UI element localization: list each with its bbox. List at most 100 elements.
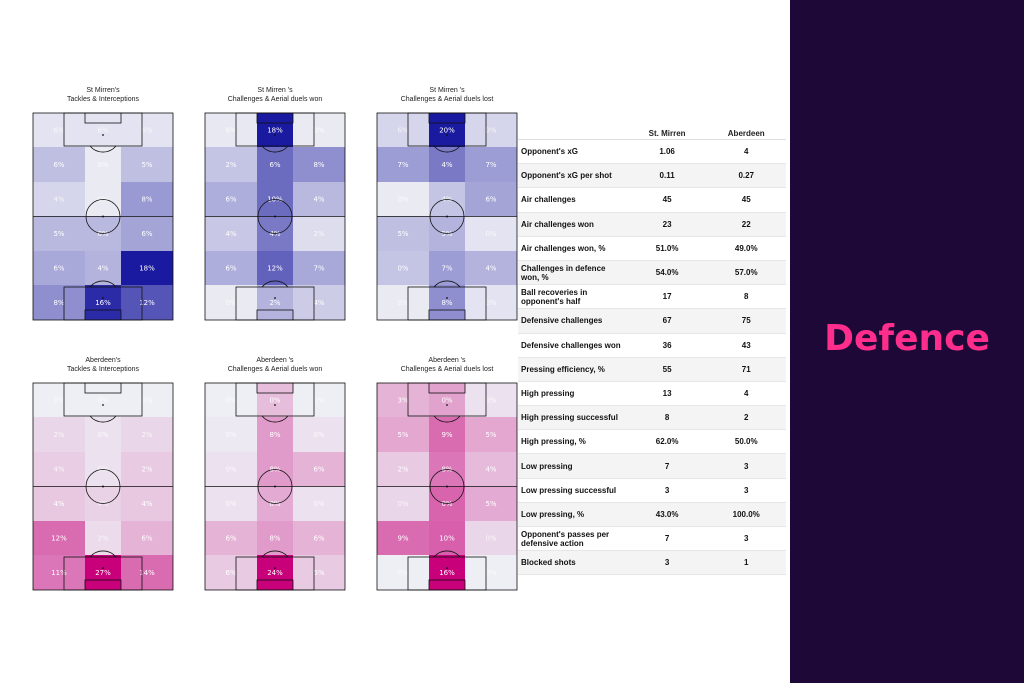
heatmap-cell <box>257 383 293 417</box>
heatmap-cell <box>257 113 293 147</box>
heatmap-cell <box>121 555 173 590</box>
six-yard-box-bottom <box>256 309 294 321</box>
section-title: Defence <box>824 318 990 359</box>
heatmap-cell <box>33 285 85 320</box>
centre-circle <box>85 199 121 234</box>
cell-value-label: 0% <box>485 397 496 405</box>
pitch-lines <box>32 112 174 321</box>
heatmap-cell <box>293 251 345 285</box>
aberdeen-value: 71 <box>706 357 786 382</box>
cell-value-label: 0% <box>441 500 452 508</box>
heatmap-cell <box>429 417 465 452</box>
cell-value-label: 0% <box>313 397 324 405</box>
cell-value-label: 27% <box>95 569 111 577</box>
table-row: High pressing 13 4 <box>518 381 786 407</box>
heatmap-cell <box>121 486 173 521</box>
heatmap-cell <box>465 555 517 590</box>
cell-value-label: 5% <box>313 569 324 577</box>
cell-value-label: 6% <box>225 535 236 543</box>
cell-value-label: 16% <box>439 569 455 577</box>
cell-value-label: 5% <box>397 230 408 238</box>
cell-value-label: 0% <box>313 431 324 439</box>
content-area: St Mirren's Tackles & Interceptions 6% 6% 6%… <box>32 86 786 591</box>
cell-value-label: 6% <box>313 466 324 474</box>
centre-spot <box>446 485 448 488</box>
heatmap-cell <box>257 147 293 182</box>
table-row: Opponent's passes per defensive action 7 3 <box>518 526 786 552</box>
heatmap-cell <box>257 182 293 216</box>
heatmap-cell <box>293 182 345 216</box>
penalty-arc-bottom <box>89 280 117 288</box>
metric-label: High pressing <box>518 381 628 407</box>
cell-value-label: 5% <box>397 431 408 439</box>
heatmap-cell <box>465 521 517 555</box>
penalty-spot-bottom <box>102 567 104 569</box>
heatmap-cell <box>293 452 345 486</box>
six-yard-box-bottom <box>84 309 122 321</box>
heatmap-cell <box>377 251 429 285</box>
heatmap-cell <box>33 555 85 590</box>
table-row: High pressing successful 8 2 <box>518 405 786 431</box>
heatmap-cell <box>429 555 465 590</box>
cell-value-label: 2% <box>97 535 108 543</box>
penalty-arc-top <box>89 145 117 153</box>
heatmap-cell <box>33 383 85 417</box>
aberdeen-value: 49.0% <box>706 236 786 261</box>
cell-value-label: 4% <box>53 500 64 508</box>
heatmap-cell <box>465 417 517 452</box>
aberdeen-value: 3 <box>706 478 786 503</box>
aberdeen-value: 0.27 <box>706 163 786 189</box>
pitch-title-line: Aberdeen 's <box>256 357 294 364</box>
heatmap-cell <box>205 521 257 555</box>
cell-value-label: 20% <box>439 127 455 135</box>
cell-value-label: 2% <box>313 230 324 238</box>
cell-value-label: 0% <box>397 500 408 508</box>
metric-label: Defensive challenges won <box>518 333 628 358</box>
pitch-title: St Mirren 's Challenges & Aerial duels lo… <box>372 86 522 104</box>
table-header-row: St. Mirren Aberdeen <box>518 127 786 140</box>
penalty-spot-top <box>446 404 448 406</box>
metric-label: Blocked shots <box>518 550 628 576</box>
cell-value-label: 0% <box>269 397 280 405</box>
cell-value-label: 9% <box>397 535 408 543</box>
heatmap-cell <box>293 383 345 417</box>
cell-value-label: 6% <box>141 535 152 543</box>
cell-value-label: 0% <box>313 127 324 135</box>
heatmap-cell <box>85 251 121 285</box>
heatmap-cell <box>429 383 465 417</box>
metric-label: Opponent's xG per shot <box>518 163 628 189</box>
cell-value-label: 2% <box>141 431 152 439</box>
penalty-spot-bottom <box>274 567 276 569</box>
aberdeen-value: 4 <box>706 139 786 165</box>
heatmap-cell <box>429 182 465 216</box>
table-header-st-mirren: St. Mirren <box>627 127 707 140</box>
metric-label: Air challenges <box>518 187 628 213</box>
pitch-title: St Mirren 's Challenges & Aerial duels wo… <box>200 86 350 104</box>
heatmap-cell <box>377 113 429 147</box>
table-row: High pressing, % 62.0% 50.0% <box>518 429 786 455</box>
st-mirren-value: 43.0% <box>627 502 707 528</box>
heatmap-cell <box>205 113 257 147</box>
metric-label: Opponent's passes per defensive action <box>518 526 628 552</box>
six-yard-box-top <box>84 112 122 124</box>
heatmap-cell <box>465 251 517 285</box>
cell-value-label: 8% <box>141 196 152 204</box>
table-row: Defensive challenges 67 75 <box>518 308 786 334</box>
heatmap-cell <box>85 147 121 182</box>
heatmap-cell <box>257 452 293 486</box>
cell-value-label: 4% <box>313 196 324 204</box>
heatmap-cell <box>205 417 257 452</box>
cell-value-label: 0% <box>225 299 236 307</box>
st-mirren-value: 54.0% <box>627 260 707 286</box>
cell-value-label: 0% <box>485 299 496 307</box>
metric-label: Low pressing, % <box>518 502 628 528</box>
heatmap-cell <box>205 251 257 285</box>
cell-value-label: 4% <box>97 500 108 508</box>
heatmap-cell <box>33 521 85 555</box>
side-panel: Defence <box>790 0 1024 683</box>
centre-spot <box>274 215 276 218</box>
heatmap-cell <box>377 417 429 452</box>
st-mirren-value: 36 <box>627 333 707 358</box>
cell-value-label: 9% <box>441 431 452 439</box>
heatmap-cell <box>257 251 293 285</box>
